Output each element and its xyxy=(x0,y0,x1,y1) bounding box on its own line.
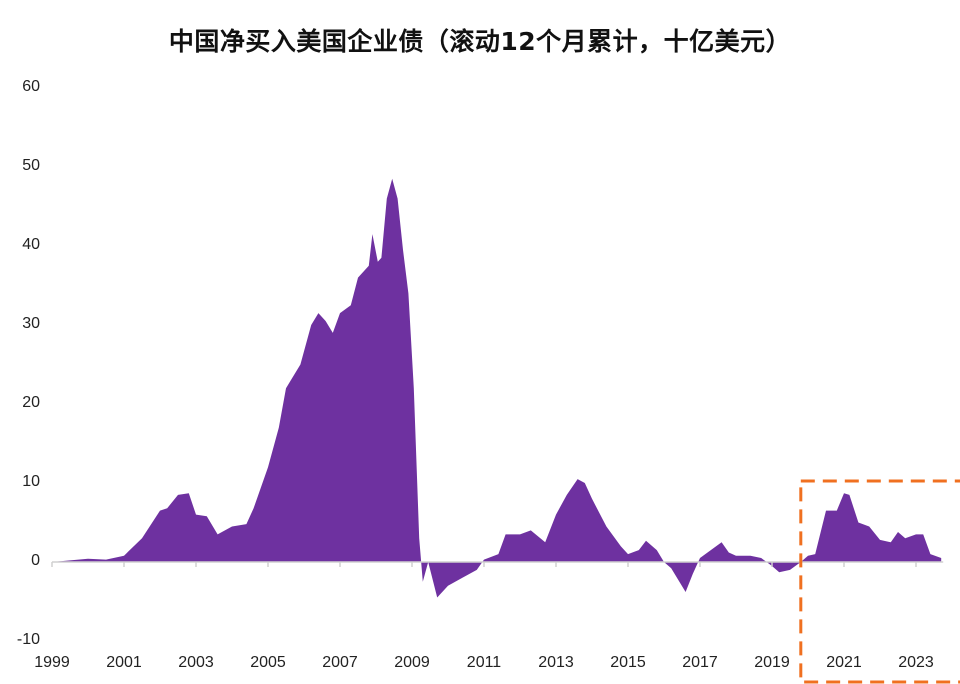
x-tick-label: 2007 xyxy=(322,654,358,671)
x-tick-label: 2011 xyxy=(466,654,502,671)
x-tick-label: 2005 xyxy=(250,654,286,671)
y-tick-label: 50 xyxy=(22,157,40,174)
y-tick-label: -10 xyxy=(16,631,40,648)
x-tick-label: 2017 xyxy=(682,654,718,671)
y-tick-label: 30 xyxy=(22,315,40,332)
x-axis-ticks xyxy=(51,562,917,567)
x-tick-label: 2019 xyxy=(754,654,790,671)
x-tick-label: 2013 xyxy=(538,654,574,671)
x-tick-label: 2009 xyxy=(394,654,430,671)
y-tick-label: 20 xyxy=(22,394,40,411)
x-tick-label: 2023 xyxy=(898,654,934,671)
data-area-series xyxy=(52,178,942,598)
chart-title: 中国净买入美国企业债（滚动12个月累计，十亿美元） xyxy=(168,27,792,56)
x-tick-label: 2001 xyxy=(106,654,142,671)
y-tick-label: 0 xyxy=(31,552,40,569)
highlight-dashed-box xyxy=(799,479,960,684)
y-tick-label: 40 xyxy=(22,236,40,253)
x-tick-label: 2021 xyxy=(826,654,862,671)
x-tick-label: 1999 xyxy=(34,654,70,671)
x-tick-label: 2003 xyxy=(178,654,214,671)
x-tick-label: 2015 xyxy=(610,654,646,671)
y-tick-label: 60 xyxy=(22,78,40,95)
y-tick-label: 10 xyxy=(22,473,40,490)
